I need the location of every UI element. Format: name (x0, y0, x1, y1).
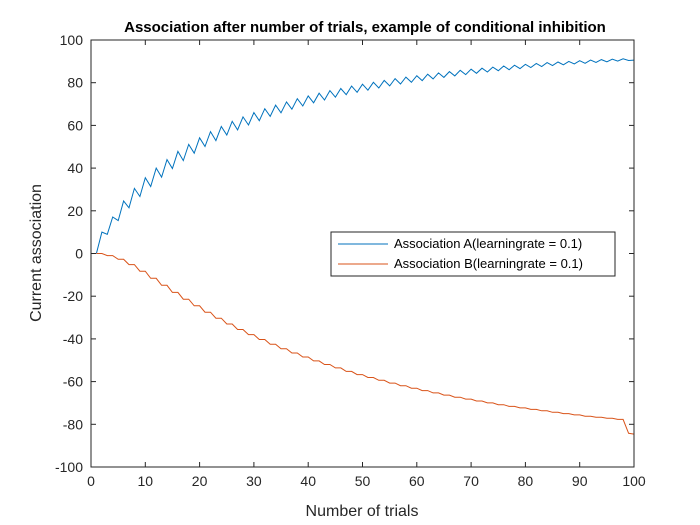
legend: Association A(learningrate = 0.1) Associ… (330, 231, 616, 277)
series-layer (95, 58, 635, 435)
y-tick-label: -100 (55, 459, 83, 475)
x-tick-label: 70 (463, 473, 479, 489)
y-tick-label: 60 (67, 117, 83, 133)
x-axis-title: Number of trials (306, 503, 419, 520)
y-axis-title: Current association (28, 184, 45, 322)
y-tick-label: -60 (63, 374, 83, 390)
x-tick-label: 10 (138, 473, 154, 489)
legend-label-b: Association B(learningrate = 0.1) (394, 256, 583, 271)
tick-layer: 0 10 20 30 40 50 60 70 80 90 100 -100 -80 -60 -40 -20 0 2… (55, 32, 646, 489)
x-tick-label: 0 (87, 473, 95, 489)
x-tick-label: 20 (192, 473, 208, 489)
series-line-b (96, 253, 635, 435)
x-tick-label: 60 (409, 473, 425, 489)
x-tick-label: 30 (246, 473, 262, 489)
y-tick-label: 40 (67, 160, 83, 176)
legend-label-a: Association A(learningrate = 0.1) (394, 236, 582, 251)
legend-box (330, 231, 616, 277)
x-tick-label: 100 (622, 473, 646, 489)
x-tick-label: 90 (572, 473, 588, 489)
y-tick-label: -40 (63, 331, 83, 347)
x-tick-label: 50 (355, 473, 371, 489)
y-tick-label: 20 (67, 203, 83, 219)
x-tick-label: 40 (300, 473, 316, 489)
chart-title: Association after number of trials, exam… (124, 19, 606, 36)
series-line-a (95, 58, 635, 254)
y-tick-label: 80 (67, 75, 83, 91)
y-tick-label: 0 (75, 246, 83, 262)
y-tick-label: 100 (60, 32, 84, 48)
y-tick-label: -20 (63, 288, 83, 304)
x-tick-label: 80 (518, 473, 534, 489)
y-tick-label: -80 (63, 416, 83, 432)
